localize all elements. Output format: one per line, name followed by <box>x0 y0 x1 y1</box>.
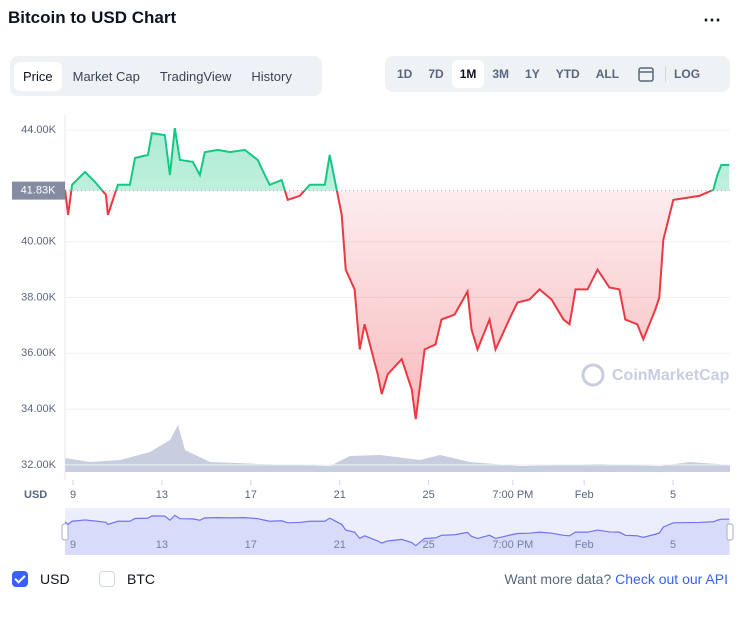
navigator-area <box>65 515 730 555</box>
toggle[interactable]: BTC <box>99 571 155 587</box>
calendar-icon[interactable] <box>637 65 655 83</box>
navigator-tick-label: 9 <box>70 539 76 551</box>
navigator-tick-label: 25 <box>422 539 434 551</box>
navigator-tick-label: 17 <box>245 539 257 551</box>
x-tick-label: 7:00 PM <box>492 489 533 501</box>
reference-label: 41.83K <box>21 185 57 197</box>
api-note: Want more data? Check out our API <box>504 571 728 587</box>
menu[interactable]: ⋯ <box>703 10 722 30</box>
range[interactable]: 7D <box>428 67 444 81</box>
prompt: Want more data? <box>504 571 612 587</box>
navigator-tick-label: 5 <box>670 539 676 551</box>
api-link[interactable]: Check out our API <box>615 571 728 587</box>
tab[interactable]: Price <box>14 61 62 91</box>
navigator-tick-label: 13 <box>156 539 168 551</box>
navigator-handle <box>726 523 734 541</box>
navigator-handle <box>61 523 69 541</box>
x-tick-label: 13 <box>156 489 168 501</box>
range[interactable]: YTD <box>555 67 580 81</box>
x-tick-label: Feb <box>575 489 594 501</box>
checkbox[interactable] <box>12 571 28 587</box>
log-toggle[interactable]: LOG <box>674 67 701 81</box>
x-tick-label: 5 <box>670 489 676 501</box>
ranges: 1D 7D 1M 3M 1Y YTD ALL LOG <box>385 56 730 92</box>
range[interactable]: 3M <box>492 67 510 81</box>
divider <box>665 66 667 82</box>
x-tick-label: 25 <box>422 489 434 501</box>
reference-badge <box>12 181 65 200</box>
volume-area <box>65 425 730 472</box>
watermark-logo <box>581 363 605 387</box>
navigator-tick-label: 7:00 PM <box>492 539 533 551</box>
area-above <box>65 128 730 191</box>
range[interactable]: 1Y <box>525 67 540 81</box>
checkbox[interactable] <box>99 571 115 587</box>
y-tick-label: 40.00K <box>21 236 57 248</box>
y-tick-label: 38.00K <box>21 291 57 303</box>
y-tick-label: 44.00K <box>21 124 57 136</box>
tab[interactable]: Market Cap <box>72 68 140 84</box>
price-line-above <box>65 127 730 191</box>
navigator-line <box>64 514 730 547</box>
watermark: CoinMarketCap <box>612 367 730 384</box>
area-below <box>65 190 712 420</box>
navigator[interactable] <box>65 508 730 555</box>
toggle[interactable]: USD <box>12 571 70 587</box>
navigator-tick-label: 21 <box>334 539 346 551</box>
x-tick-label: 17 <box>245 489 257 501</box>
tab[interactable]: History <box>251 68 292 84</box>
toggle-label: BTC <box>127 571 155 587</box>
toggle-label: USD <box>40 571 70 587</box>
tab[interactable]: TradingView <box>159 68 232 84</box>
tabs: Price Market Cap TradingView History <box>10 56 322 96</box>
x-tick-label: 21 <box>334 489 346 501</box>
y-tick-label: 32.00K <box>21 459 57 471</box>
y-tick-label: 34.00K <box>21 403 57 415</box>
navigator-tick-label: Feb <box>575 539 594 551</box>
title: Bitcoin to USD Chart <box>8 8 177 27</box>
x-tick-label: 9 <box>70 489 76 501</box>
y-tick-label: 36.00K <box>21 347 57 359</box>
range[interactable]: ALL <box>595 67 620 81</box>
price-line-below <box>65 190 714 420</box>
range[interactable]: 1D <box>397 67 413 81</box>
range[interactable]: 1M <box>451 60 485 88</box>
axis-unit: USD <box>24 489 47 501</box>
